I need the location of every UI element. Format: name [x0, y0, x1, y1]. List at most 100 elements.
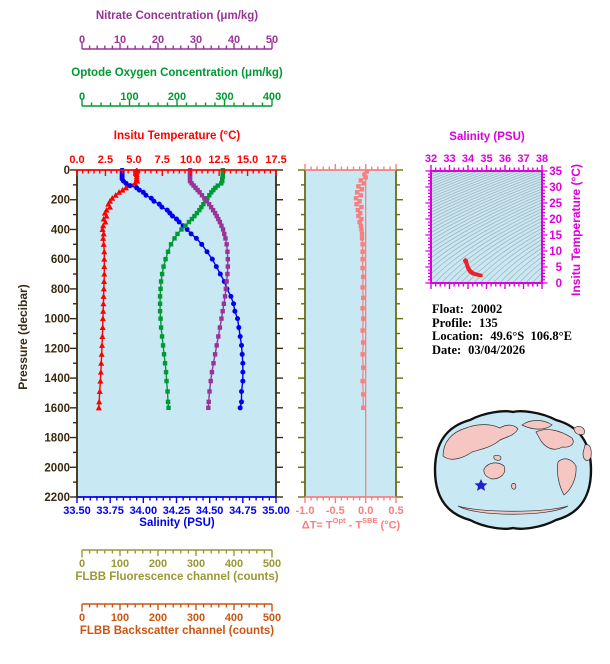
svg-text:0: 0 — [79, 558, 85, 570]
svg-text:10.0: 10.0 — [180, 154, 201, 166]
svg-text:20: 20 — [549, 214, 562, 226]
svg-text:0: 0 — [79, 91, 85, 103]
date-value: 03/04/2026 — [468, 342, 526, 357]
profile-value: 135 — [479, 315, 498, 330]
location-label: Location: — [432, 329, 484, 343]
svg-text:17.5: 17.5 — [265, 154, 286, 166]
profile-row: Profile: 135 — [432, 315, 572, 331]
svg-text:33: 33 — [443, 153, 455, 165]
svg-text:35: 35 — [480, 153, 492, 165]
svg-text:400: 400 — [51, 224, 70, 236]
svg-text:34.50: 34.50 — [196, 505, 224, 517]
svg-text:34: 34 — [462, 153, 475, 165]
svg-text:10: 10 — [114, 34, 126, 46]
svg-text:500: 500 — [263, 558, 281, 570]
svg-text:25: 25 — [549, 198, 562, 210]
svg-text:100: 100 — [111, 558, 129, 570]
svg-text:0.0: 0.0 — [358, 505, 373, 517]
svg-text:35.00: 35.00 — [262, 505, 290, 517]
svg-text:600: 600 — [51, 254, 70, 266]
svg-text:15: 15 — [549, 230, 562, 242]
location-value: 49.6°S 106.8°E — [490, 329, 572, 343]
svg-text:1400: 1400 — [44, 373, 70, 385]
float-value: 20002 — [470, 302, 503, 316]
svg-text:34.25: 34.25 — [163, 505, 191, 517]
svg-text:2.5: 2.5 — [98, 154, 113, 166]
svg-text:50: 50 — [266, 34, 278, 46]
date-row: Date: 03/04/2026 — [432, 342, 572, 358]
ts-salinity-axis-title: Salinity (PSU) — [449, 131, 525, 143]
svg-text:300: 300 — [187, 558, 205, 570]
map-landmasses — [442, 420, 592, 515]
delta-t-title-part: - T — [345, 519, 363, 532]
svg-text:30: 30 — [549, 182, 562, 194]
world-map — [433, 410, 593, 530]
svg-text:200: 200 — [51, 195, 70, 207]
svg-text:1000: 1000 — [44, 314, 70, 326]
svg-text:800: 800 — [51, 284, 70, 296]
svg-text:20: 20 — [152, 34, 164, 46]
fluorescence-axis-title: FLBB Fluorescence channel (counts) — [75, 571, 279, 583]
svg-text:400: 400 — [263, 91, 281, 103]
svg-text:0: 0 — [64, 165, 70, 177]
svg-text:10: 10 — [549, 246, 562, 258]
date-label: Date: — [432, 342, 462, 357]
svg-text:12.5: 12.5 — [208, 154, 229, 166]
svg-text:32: 32 — [425, 153, 437, 165]
svg-text:0.5: 0.5 — [388, 505, 403, 517]
svg-text:38: 38 — [536, 153, 548, 165]
float-location-star — [474, 479, 488, 491]
float-label: Float: — [432, 302, 464, 316]
delta-t-title-sup-opt: Opt — [332, 516, 346, 525]
svg-text:5: 5 — [556, 262, 563, 274]
svg-text:200: 200 — [149, 558, 167, 570]
svg-text:33.50: 33.50 — [63, 505, 91, 517]
svg-text:2200: 2200 — [44, 492, 70, 504]
svg-text:34.00: 34.00 — [130, 505, 158, 517]
salinity-axis-title: Salinity (PSU) — [139, 517, 215, 529]
svg-text:37: 37 — [517, 153, 529, 165]
svg-text:1800: 1800 — [44, 433, 70, 445]
svg-text:15.0: 15.0 — [237, 154, 258, 166]
location-row: Location: 49.6°S 106.8°E — [432, 329, 572, 344]
svg-text:200: 200 — [149, 612, 167, 624]
svg-text:5.0: 5.0 — [126, 154, 141, 166]
delta-t-axis-title: ΔT= TOpt - TSBE (°C) — [301, 516, 401, 532]
svg-text:36: 36 — [499, 153, 511, 165]
svg-text:0: 0 — [79, 34, 85, 46]
svg-text:300: 300 — [215, 91, 233, 103]
svg-text:-0.5: -0.5 — [326, 505, 345, 517]
svg-text:0.0: 0.0 — [69, 154, 84, 166]
svg-text:400: 400 — [225, 612, 243, 624]
svg-text:33.75: 33.75 — [96, 505, 124, 517]
float-id-row: Float: 20002 — [432, 302, 572, 317]
svg-text:1200: 1200 — [44, 343, 70, 355]
svg-text:0: 0 — [556, 278, 562, 290]
svg-text:0: 0 — [79, 612, 85, 624]
svg-text:-1.0: -1.0 — [296, 505, 315, 517]
float-info: Float: 20002 Profile: 135 Location: 49.6°S … — [432, 302, 572, 358]
profile-label: Profile: — [432, 315, 473, 330]
svg-text:34.75: 34.75 — [229, 505, 257, 517]
svg-text:100: 100 — [120, 91, 138, 103]
svg-text:100: 100 — [111, 612, 129, 624]
svg-text:2000: 2000 — [44, 462, 70, 474]
svg-text:1600: 1600 — [44, 403, 70, 415]
svg-text:35: 35 — [549, 166, 562, 178]
delta-t-title-part: ΔT= T — [301, 519, 333, 532]
svg-text:7.5: 7.5 — [155, 154, 170, 166]
oxygen-axis-title: Optode Oxygen Concentration (μm/kg) — [71, 67, 283, 79]
svg-text:30: 30 — [190, 34, 202, 46]
svg-text:500: 500 — [263, 612, 281, 624]
svg-text:300: 300 — [187, 612, 205, 624]
delta-t-title-part: (°C) — [377, 519, 401, 532]
delta-t-title-sup-sbe: SBE — [362, 516, 378, 525]
nitrate-axis-title: Nitrate Concentration (μm/kg) — [95, 10, 259, 22]
temperature-axis-title: Insitu Temperature (°C) — [113, 130, 241, 142]
svg-text:40: 40 — [228, 34, 240, 46]
svg-text:400: 400 — [225, 558, 243, 570]
svg-text:200: 200 — [168, 91, 186, 103]
backscatter-axis-title: FLBB Backscatter channel (counts) — [79, 625, 275, 637]
